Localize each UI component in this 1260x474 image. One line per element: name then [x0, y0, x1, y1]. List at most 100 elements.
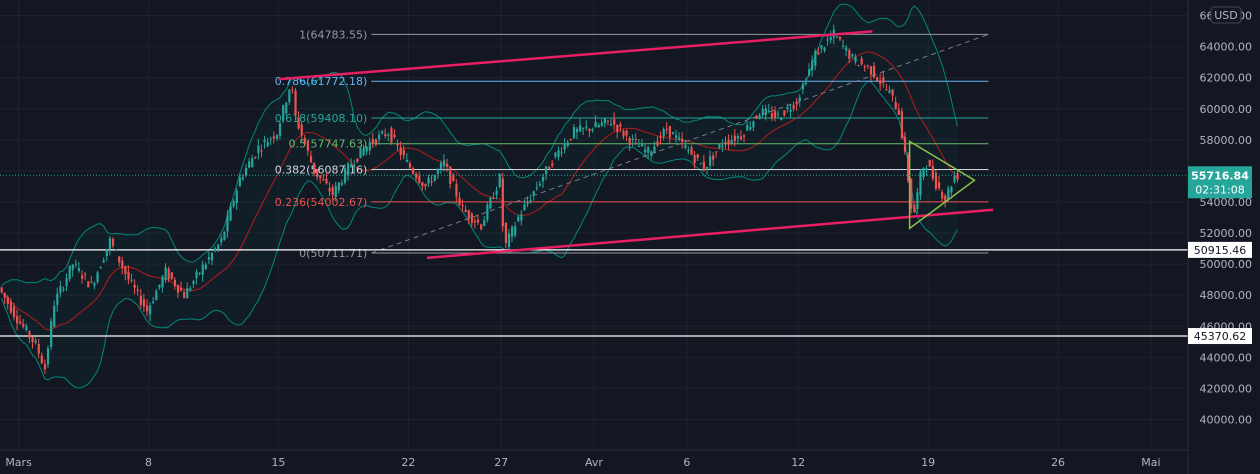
y-tick-label: 52000.00	[1200, 227, 1253, 240]
candle-body	[511, 226, 514, 237]
candle	[613, 112, 616, 131]
candle	[721, 139, 724, 152]
currency-badge[interactable]: USD	[1210, 6, 1242, 24]
candle-body	[767, 110, 770, 112]
candle	[668, 125, 671, 144]
candle	[46, 345, 50, 368]
candle-body	[371, 139, 374, 144]
candle	[517, 214, 520, 223]
candle	[712, 152, 715, 166]
candle	[656, 136, 659, 147]
candle	[244, 164, 248, 178]
channel-lower-line[interactable]	[426, 208, 994, 260]
candle-body	[303, 137, 306, 144]
candle-body	[770, 112, 774, 118]
candle	[842, 39, 845, 50]
candle-body	[105, 249, 108, 257]
candle-body	[9, 301, 13, 313]
candle	[186, 282, 189, 299]
candle-body	[718, 144, 721, 148]
candle	[102, 257, 105, 264]
candle-body	[297, 116, 300, 129]
candle	[74, 259, 77, 268]
plot-area[interactable]: 1(64783.55)0.786(61772.18)0.618(59408.10…	[0, 3, 1188, 389]
candle-countdown: 02:31:08	[1195, 183, 1244, 196]
candle-body	[625, 130, 628, 136]
candle	[554, 151, 557, 159]
candle-body	[461, 205, 464, 207]
candle-body	[937, 182, 941, 189]
candle	[792, 101, 795, 112]
candle	[207, 251, 211, 265]
candle	[739, 130, 743, 141]
candle	[532, 190, 535, 201]
candle	[275, 133, 279, 142]
candle-body	[801, 84, 805, 90]
candle-body	[588, 128, 591, 132]
candle-body	[248, 161, 251, 168]
candle	[251, 154, 254, 168]
candle-body	[415, 173, 418, 179]
time-axis[interactable]: Mars 8 15 22 27 Avr 6 12 19 26 Mai	[5, 456, 1160, 469]
candle	[19, 314, 22, 325]
candle	[71, 264, 74, 277]
candle	[458, 191, 461, 207]
candle-body	[956, 172, 959, 180]
candle-body	[885, 89, 888, 91]
candle	[693, 150, 696, 169]
candle-body	[458, 197, 461, 206]
candle-body	[498, 174, 501, 188]
candle-body	[702, 161, 706, 171]
triangle-pattern[interactable]	[908, 140, 976, 230]
candle-body	[628, 137, 631, 146]
candle-body	[922, 167, 925, 178]
candle	[319, 175, 322, 184]
candle	[931, 159, 934, 182]
candle	[257, 139, 260, 160]
candle	[430, 175, 433, 187]
candle	[863, 64, 866, 72]
candle	[396, 139, 399, 152]
candle	[879, 73, 882, 91]
candle	[489, 196, 492, 210]
candle-body	[306, 141, 310, 151]
candle-body	[739, 136, 743, 140]
candle	[145, 299, 149, 317]
candle-body	[46, 348, 50, 365]
fib-trend-line[interactable]	[371, 33, 989, 254]
candle-body	[173, 279, 176, 287]
candle-body	[913, 204, 916, 213]
candle-body	[214, 248, 217, 251]
candle-body	[53, 305, 56, 327]
candle	[56, 287, 59, 312]
candle	[362, 144, 365, 157]
candle	[495, 186, 498, 200]
candle	[365, 145, 368, 156]
candle-body	[74, 263, 77, 265]
candle-body	[340, 183, 344, 185]
candle	[164, 263, 167, 283]
candle	[399, 141, 402, 161]
candle-body	[275, 134, 279, 139]
candle-body	[792, 104, 795, 109]
moving-average-line	[1, 51, 958, 331]
candle	[464, 205, 467, 213]
candle-body	[405, 159, 409, 162]
candle	[780, 116, 783, 121]
candle-body	[393, 134, 396, 138]
candle-body	[251, 158, 254, 168]
candle	[436, 167, 439, 180]
channel-upper-line[interactable]	[278, 30, 873, 81]
candle	[511, 225, 514, 243]
candle	[214, 246, 217, 253]
candle-body	[368, 142, 371, 151]
candle	[913, 203, 916, 213]
candle-body	[746, 125, 749, 131]
candle-body	[384, 134, 387, 137]
candle-body	[863, 66, 866, 68]
candle	[709, 150, 712, 170]
candle-body	[220, 238, 223, 243]
candle-body	[387, 134, 390, 136]
